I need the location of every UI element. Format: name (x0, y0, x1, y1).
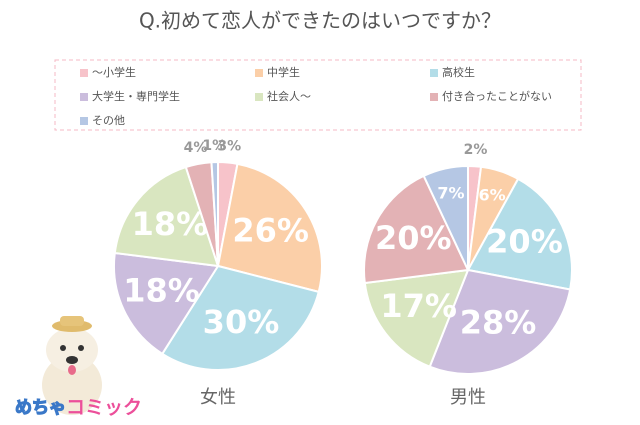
pie-slice (363, 268, 470, 368)
pie-slice (466, 177, 573, 291)
pie-slice (160, 264, 320, 371)
pie-slice (113, 165, 220, 268)
pie-label: 男性 (450, 387, 486, 408)
data-label: 26% (232, 212, 309, 250)
legend-label: その他 (92, 114, 125, 127)
data-label: 3% (217, 139, 241, 155)
legend-label: 付き合ったことがない (442, 89, 552, 103)
pie-slice (428, 268, 572, 375)
legend-label: 中学生 (267, 65, 300, 79)
chart-title: Q.初めて恋人ができたのはいつですか？ (139, 9, 501, 33)
legend-box (54, 59, 582, 131)
logo-part2: コミック (66, 397, 142, 419)
legend-label: 社会人～ (267, 89, 311, 103)
data-label: 20% (486, 222, 563, 260)
legend-swatch (80, 93, 88, 101)
data-label: 7% (437, 183, 464, 202)
legend-swatch (255, 93, 263, 101)
pie-slice (216, 162, 323, 294)
pie-slice (363, 174, 470, 285)
data-label: 1% (202, 138, 226, 154)
data-label: 4% (184, 140, 208, 156)
pie-slice (422, 164, 469, 271)
logo-part1: めちゃ (15, 398, 66, 418)
pie-slice (113, 251, 220, 356)
data-label: 6% (479, 185, 506, 204)
data-label: 28% (460, 304, 537, 342)
legend-swatch (430, 69, 438, 77)
data-label: 20% (375, 219, 452, 257)
pie-slice (210, 160, 219, 267)
legend-label: ～小学生 (92, 65, 136, 79)
mascot (42, 316, 102, 415)
data-label: 2% (464, 142, 488, 158)
data-label: 17% (380, 287, 457, 325)
data-label: 18% (132, 205, 209, 243)
legend-swatch (80, 69, 88, 77)
legend-swatch (255, 69, 263, 77)
legend-label: 大学生・専門学生 (92, 89, 180, 103)
legend-swatch (430, 93, 438, 101)
pie-label: 女性 (200, 387, 236, 408)
data-label: 30% (203, 303, 280, 341)
legend-label: 高校生 (442, 65, 475, 79)
legend-swatch (80, 117, 88, 125)
data-label: 18% (123, 272, 200, 310)
